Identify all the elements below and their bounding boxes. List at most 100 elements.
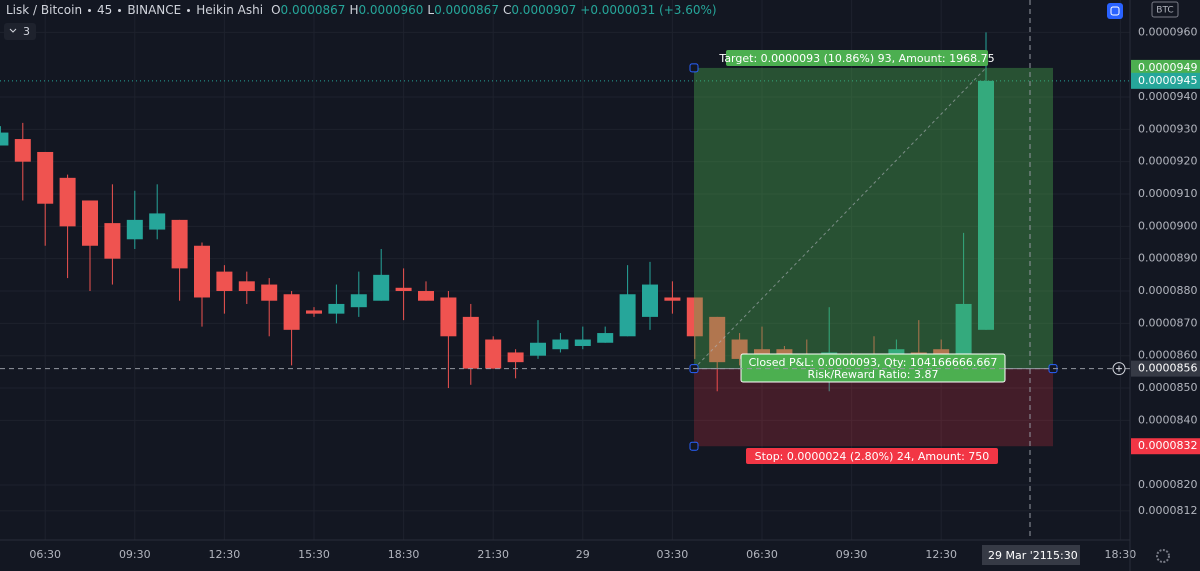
x-tick-label: 18:30	[1105, 548, 1137, 561]
candle-body	[552, 339, 569, 350]
stop-price-box	[1131, 438, 1200, 455]
stop-label-box	[746, 448, 998, 464]
indicators-button[interactable]	[4, 23, 36, 40]
ohlc: H0.0000960	[349, 3, 423, 17]
stop-price: 0.0000832	[1138, 439, 1198, 452]
candle-body	[395, 287, 412, 292]
candle-body	[686, 297, 703, 337]
y-tick-label: 0.0000812	[1138, 504, 1198, 517]
crosshair-time: 15:30	[1046, 549, 1078, 562]
closed-box	[740, 353, 1006, 383]
candle-body	[373, 274, 390, 301]
y-tick-label: 0.0000920	[1138, 155, 1198, 168]
prefix: O	[271, 3, 281, 17]
value: 0.0000960	[358, 3, 424, 17]
candle-body	[933, 349, 950, 356]
candle-body	[642, 284, 658, 317]
candle-body	[597, 333, 614, 343]
candle-body	[59, 177, 76, 227]
candle-body	[619, 294, 636, 337]
y-tick-label: 0.0000850	[1138, 381, 1198, 394]
prefix: C	[502, 3, 512, 17]
stop-label: Stop: 0.0000024 (2.80%) 24, Amount: 750	[755, 450, 990, 463]
handle[interactable]	[689, 441, 699, 451]
target-price: 0.0000949	[1138, 61, 1198, 74]
y-tick-label: 0.0000840	[1138, 413, 1198, 426]
x-tick-label: 12:30	[209, 548, 241, 561]
currency: BTC	[1156, 6, 1173, 16]
handle[interactable]	[689, 63, 699, 73]
candle-body	[574, 339, 591, 346]
candle-body	[171, 219, 188, 269]
y-tick-label: 0.0000890	[1138, 252, 1198, 265]
value: 0.0000907	[511, 3, 577, 17]
chevron	[9, 28, 17, 33]
x-tick-label: 06:30	[29, 548, 61, 561]
x-tick-label: 18:30	[388, 548, 420, 561]
x-tick-label: 21:30	[477, 548, 509, 561]
candle-body	[955, 303, 972, 363]
prefix: L	[427, 3, 435, 17]
target-price-box	[1131, 59, 1200, 76]
candle-body	[216, 271, 233, 292]
x-tick-label: 15:30	[298, 548, 330, 561]
prefix: H	[349, 3, 359, 17]
symbol[interactable]: Lisk / Bitcoin	[6, 3, 83, 17]
y-tick-label: 0.0000880	[1138, 284, 1198, 297]
settings-icon	[1110, 6, 1120, 16]
y-tick-label: 0.0000910	[1138, 187, 1198, 200]
y-tick-label: 0.0000820	[1138, 478, 1198, 491]
candle-body	[261, 284, 278, 301]
crosshair-date: 29 Mar '21	[988, 549, 1047, 562]
candle-body	[978, 80, 994, 330]
header: Lisk / Bitcoin 45 BINANCE Heikin Ashi O0…	[6, 3, 717, 17]
candle-body	[126, 219, 143, 240]
closed-label: Closed P&L: 0.0000093, Qty: 104166666.66…	[749, 356, 998, 369]
x-tick-label: 12:30	[925, 548, 957, 561]
last-price: 0.0000945	[1138, 74, 1198, 87]
candle-body	[709, 316, 726, 363]
crosshair-time-box	[982, 545, 1080, 565]
y-tick-label: 0.0000870	[1138, 316, 1198, 329]
chart-style: Heikin Ashi	[196, 3, 264, 17]
x-tick-label: 09:30	[119, 548, 151, 561]
profit-zone	[694, 67, 1053, 369]
candle-body	[530, 342, 546, 356]
candle-body	[37, 151, 54, 204]
candle-body	[664, 297, 681, 301]
candle-body	[0, 132, 9, 146]
candle-body	[350, 294, 367, 308]
exchange: BINANCE	[127, 3, 182, 17]
value: 0.0000867	[280, 3, 346, 17]
y-tick-label: 0.0000960	[1138, 25, 1198, 38]
currency-box[interactable]	[1151, 1, 1179, 18]
indicators-count: 3	[23, 25, 30, 38]
candle-body	[82, 200, 98, 246]
candle-body	[462, 316, 479, 369]
value: 0.0000867	[434, 3, 499, 17]
crosshair-price-box	[1131, 360, 1200, 377]
trend-line	[693, 67, 987, 369]
x-tick-label: 29	[576, 548, 590, 561]
candle-body	[328, 303, 345, 314]
ohlc: L0.0000867	[427, 3, 499, 17]
candle-body	[104, 223, 121, 259]
x-tick-label: 09:30	[836, 548, 868, 561]
add-button[interactable]	[1112, 362, 1126, 376]
crosshair-price: 0.0000856	[1138, 362, 1198, 375]
candle-body	[238, 281, 255, 292]
target-label: Target: 0.0000093 (10.86%) 93, Amount: 1…	[718, 52, 994, 65]
x-tick-label: 03:30	[657, 548, 689, 561]
candle-body	[418, 291, 434, 301]
y-tick-label: 0.0000900	[1138, 219, 1198, 232]
candle-body	[485, 339, 502, 369]
settings-button[interactable]	[1107, 3, 1123, 19]
ratio-label: Risk/Reward Ratio: 3.87	[808, 368, 939, 381]
candle-body	[283, 294, 300, 330]
add-icon	[1116, 365, 1122, 372]
x-tick-label: 06:30	[746, 548, 778, 561]
candle-body	[194, 245, 210, 298]
gear[interactable]	[1156, 549, 1170, 563]
